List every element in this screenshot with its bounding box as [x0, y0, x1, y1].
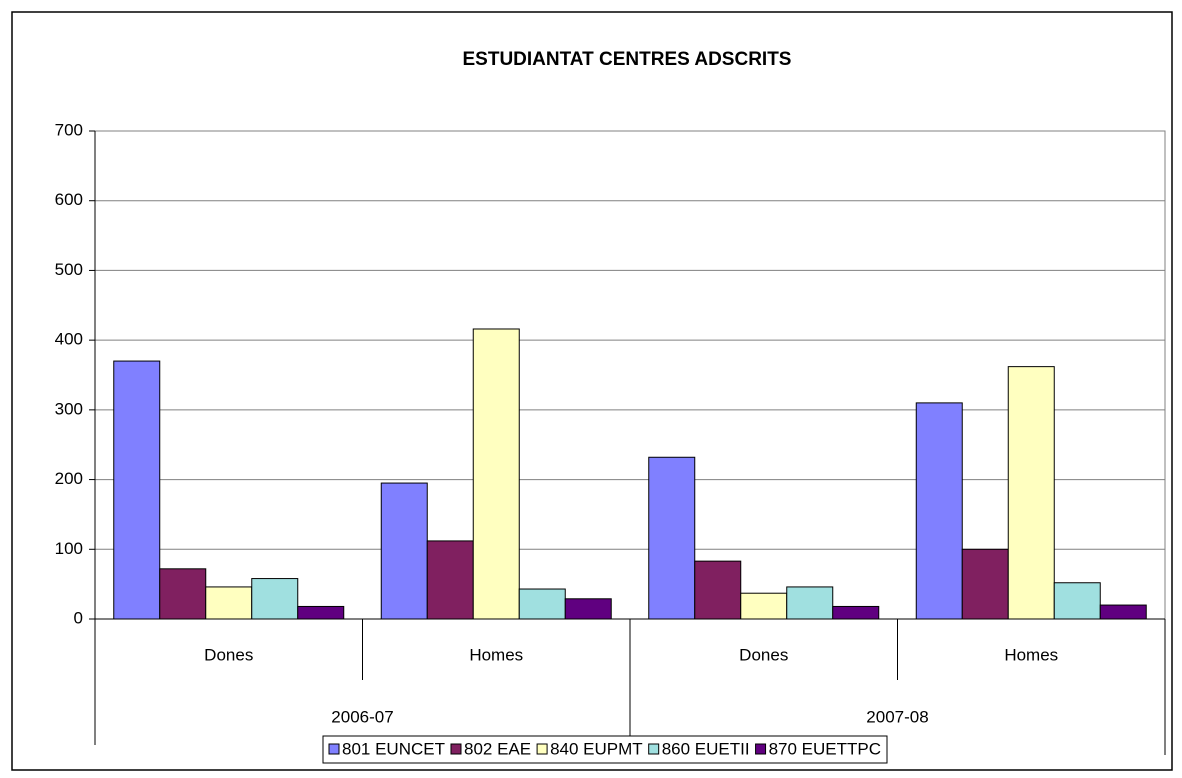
- bar: [297, 605, 345, 620]
- bar: [786, 586, 834, 620]
- bar: [251, 578, 299, 620]
- bar: [159, 568, 207, 620]
- x-tick-label: Homes: [469, 645, 523, 664]
- x-tick-label: Dones: [204, 645, 253, 664]
- bar: [472, 328, 520, 620]
- bar: [113, 360, 161, 620]
- legend-swatch: [755, 743, 767, 755]
- y-tick-label: 200: [55, 469, 83, 488]
- legend-label: 802 EAE: [464, 739, 531, 758]
- y-tick-label: 500: [55, 260, 83, 279]
- y-tick-label: 100: [55, 539, 83, 558]
- legend-label: 870 EUETTPC: [769, 739, 881, 758]
- legend-label: 801 EUNCET: [342, 739, 445, 758]
- bar: [518, 588, 566, 620]
- y-tick-label: 400: [55, 330, 83, 349]
- bar: [915, 402, 963, 620]
- legend-swatch: [536, 743, 548, 755]
- group-label: 2006-07: [331, 707, 393, 726]
- y-tick-label: 300: [55, 399, 83, 418]
- bar: [1099, 604, 1147, 620]
- plot-area: [94, 130, 1166, 620]
- x-tick-label: Homes: [1004, 645, 1058, 664]
- bar: [694, 560, 742, 620]
- legend-swatch: [648, 743, 660, 755]
- bar: [380, 482, 428, 620]
- bar: [1053, 582, 1101, 620]
- bar: [740, 592, 788, 620]
- bar: [564, 598, 612, 620]
- legend-label: 860 EUETII: [662, 739, 750, 758]
- bar: [648, 456, 696, 620]
- legend-label: 840 EUPMT: [550, 739, 643, 758]
- legend-swatch: [328, 743, 340, 755]
- bar: [832, 605, 880, 620]
- y-tick-label: 600: [55, 190, 83, 209]
- bar: [1007, 366, 1055, 620]
- chart-title: ESTUDIANTAT CENTRES ADSCRITS: [463, 49, 792, 70]
- y-tick-label: 0: [74, 608, 83, 627]
- x-tick-label: Dones: [739, 645, 788, 664]
- y-tick-label: 700: [55, 120, 83, 139]
- bar: [205, 586, 253, 620]
- group-label: 2007-08: [866, 707, 928, 726]
- legend: [322, 735, 888, 764]
- legend-swatch: [450, 743, 462, 755]
- bar: [961, 548, 1009, 620]
- bar: [426, 540, 474, 620]
